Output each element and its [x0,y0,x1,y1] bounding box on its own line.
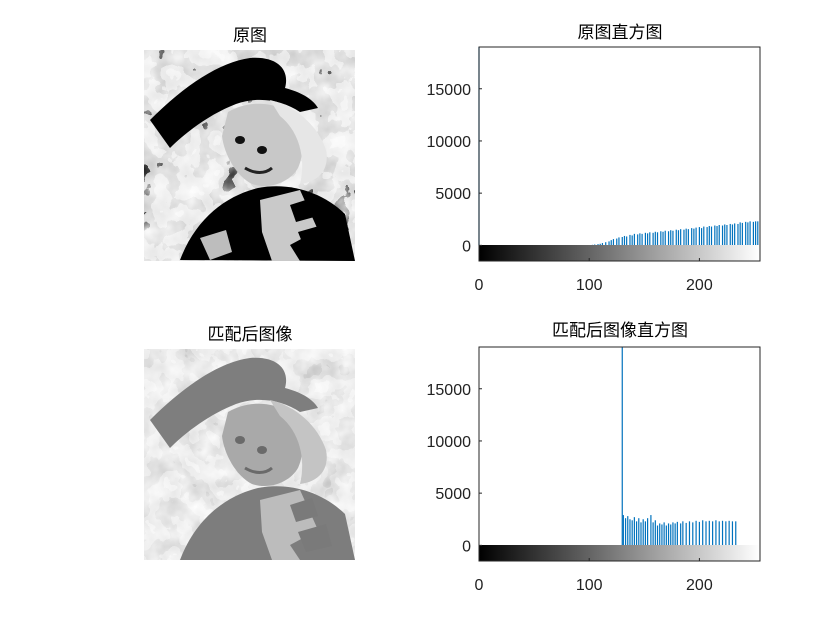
matched-histogram-axes: 0 5000 10000 15000 0 100 200 [427,346,761,594]
panel-title-original: 原图 [233,26,267,46]
matched-xtick-label: 100 [576,577,603,594]
original-ytick-label: 15000 [427,82,472,99]
matched-ytick-label: 5000 [435,486,471,503]
original-histogram-frame [478,46,761,262]
panel-title-matched-histogram: 匹配后图像直方图 [552,321,688,341]
panel-title-original-histogram: 原图直方图 [578,23,663,43]
original-ytick-label: 10000 [427,134,472,151]
panel-title-matched: 匹配后图像 [208,325,293,345]
original-histogram-bars [478,47,759,246]
matched-histogram-frame [478,346,761,562]
matched-histogram-yticks: 0 5000 10000 15000 [427,382,482,555]
matched-histogram-bars [621,347,737,546]
matched-histogram-colorbar [479,545,760,561]
matched-xtick-label: 0 [475,577,484,594]
matched-image [144,349,355,560]
original-xtick-label: 200 [686,277,713,294]
original-histogram-yticks: 0 5000 10000 15000 [427,82,482,255]
matched-histogram-xticks: 0 100 200 [475,558,713,594]
matched-ytick-label: 10000 [427,434,472,451]
matched-ytick-label: 15000 [427,382,472,399]
original-ytick-label: 0 [462,238,471,255]
matched-ytick-label: 0 [462,538,471,555]
matched-xtick-label: 200 [686,577,713,594]
original-ytick-label: 5000 [435,186,471,203]
original-histogram-colorbar [479,245,760,261]
original-xtick-label: 0 [475,277,484,294]
original-xtick-label: 100 [576,277,603,294]
original-image [144,50,355,261]
original-histogram-axes: 0 5000 10000 15000 0 100 200 [427,46,761,294]
original-histogram-xticks: 0 100 200 [475,258,713,294]
